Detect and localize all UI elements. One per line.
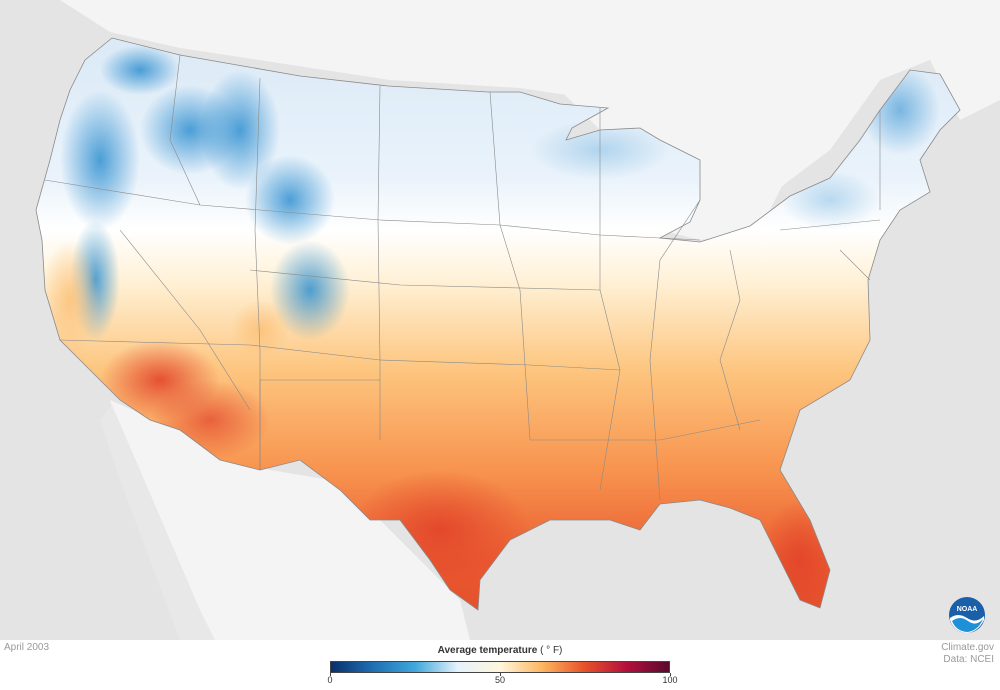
legend-tick-label: 50 xyxy=(494,675,506,685)
map-panel xyxy=(0,0,1000,640)
legend-tick-label: 100 xyxy=(662,675,678,685)
legend-tick-mark xyxy=(499,673,501,676)
legend-color-bar xyxy=(330,661,670,673)
legend-tick-mark xyxy=(669,673,671,676)
credit-climate-gov: Climate.gov xyxy=(941,642,994,653)
credits: Climate.gov Data: NCEI xyxy=(941,642,994,666)
map-footer: April 2003 Average temperature ( ° F) Cl… xyxy=(0,640,1000,690)
legend-title: Average temperature ( ° F) xyxy=(330,645,670,656)
legend-title-text: Average temperature xyxy=(437,645,538,656)
state-boundaries xyxy=(44,54,881,501)
mexico-land xyxy=(110,400,470,640)
legend-tick-mark xyxy=(329,673,331,676)
noaa-logo-text: NOAA xyxy=(957,606,978,613)
baja-land xyxy=(100,405,215,640)
credit-data-source: Data: NCEI xyxy=(943,654,994,665)
temperature-map xyxy=(0,0,1000,640)
legend-tick-label: 0 xyxy=(327,675,333,685)
legend-unit: ( ° F) xyxy=(540,645,563,656)
period-label: April 2003 xyxy=(4,642,50,653)
noaa-logo-icon: NOAA xyxy=(949,597,985,633)
